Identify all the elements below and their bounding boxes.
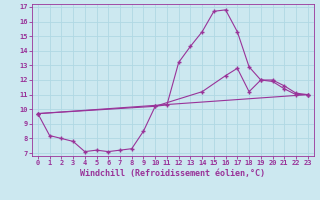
X-axis label: Windchill (Refroidissement éolien,°C): Windchill (Refroidissement éolien,°C) bbox=[80, 169, 265, 178]
